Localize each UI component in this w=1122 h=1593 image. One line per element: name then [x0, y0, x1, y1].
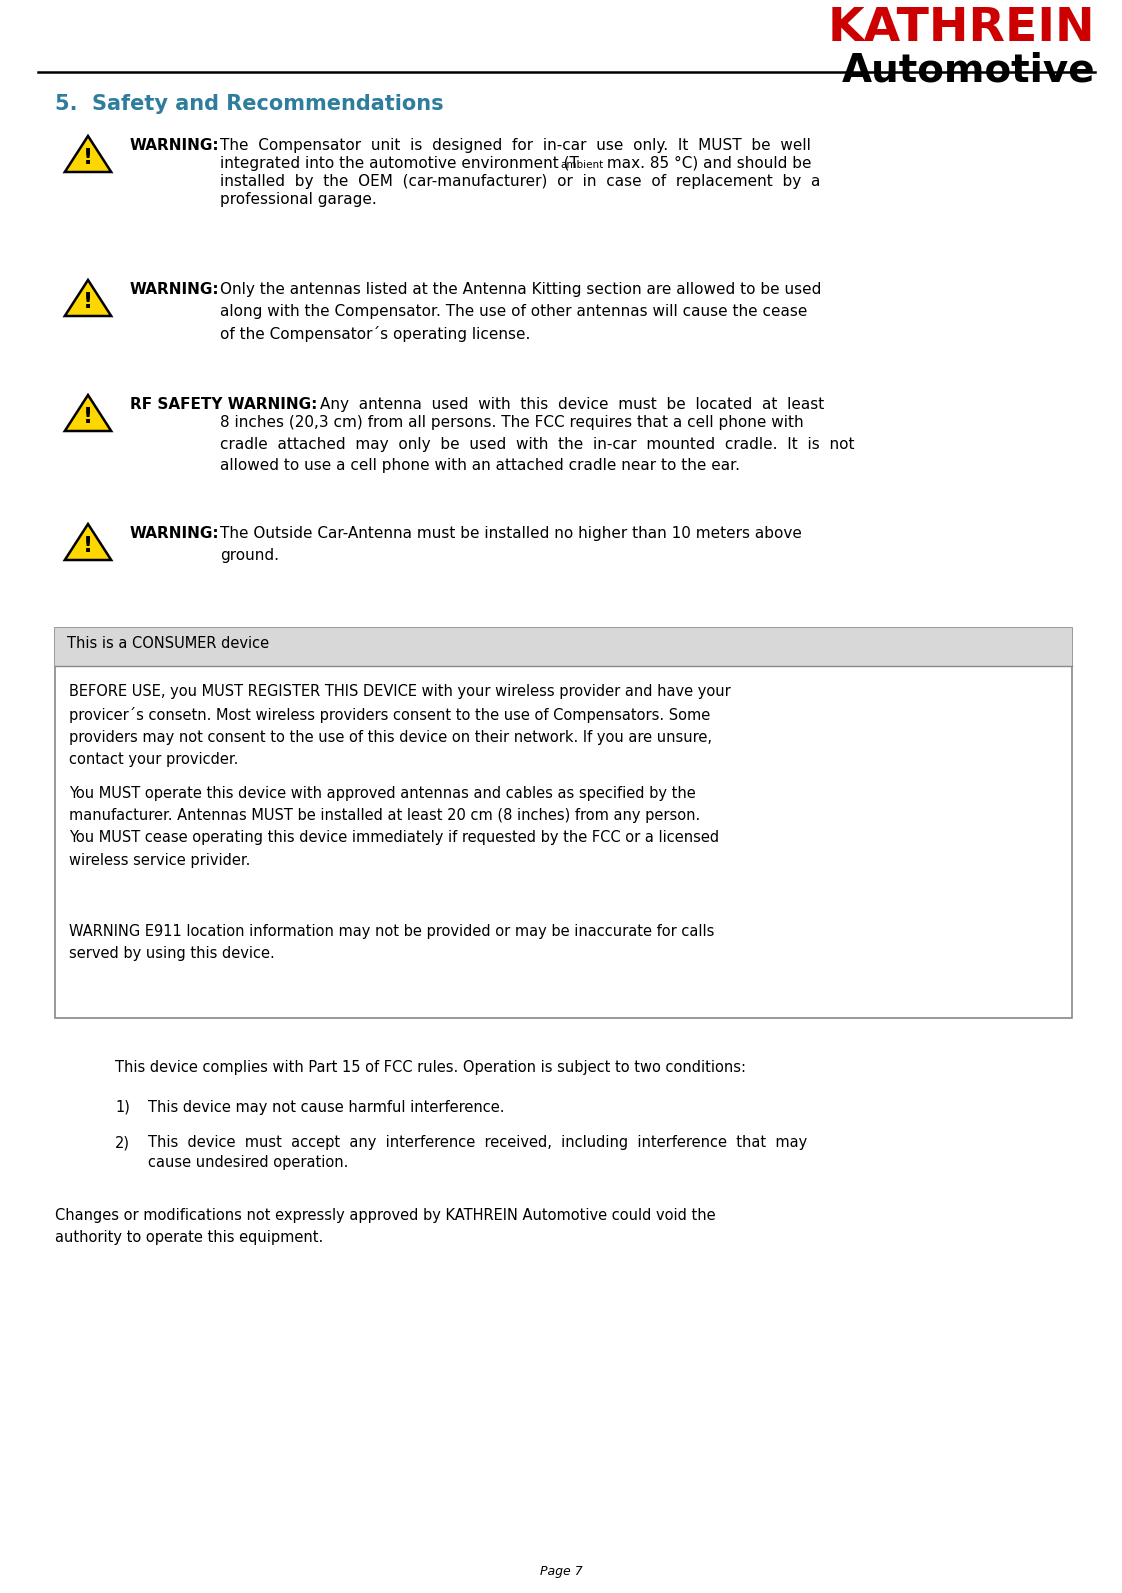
Text: !: ! [83, 537, 93, 556]
Text: 2): 2) [114, 1134, 130, 1150]
Text: You MUST operate this device with approved antennas and cables as specified by t: You MUST operate this device with approv… [68, 785, 719, 868]
Text: !: ! [83, 293, 93, 312]
Text: This device complies with Part 15 of FCC rules. Operation is subject to two cond: This device complies with Part 15 of FCC… [114, 1059, 746, 1075]
Text: Changes or modifications not expressly approved by KATHREIN Automotive could voi: Changes or modifications not expressly a… [55, 1207, 716, 1246]
Text: 1): 1) [114, 1101, 130, 1115]
Text: max. 85 °C) and should be: max. 85 °C) and should be [603, 156, 811, 170]
Text: integrated into the automotive environment (T: integrated into the automotive environme… [220, 156, 579, 170]
Text: WARNING:: WARNING: [130, 282, 220, 296]
Text: !: ! [83, 408, 93, 427]
Text: installed  by  the  OEM  (car-manufacturer)  or  in  case  of  replacement  by  : installed by the OEM (car-manufacturer) … [220, 174, 820, 190]
Text: The  Compensator  unit  is  designed  for  in-car  use  only.  It  MUST  be  wel: The Compensator unit is designed for in-… [220, 139, 811, 153]
Text: BEFORE USE, you MUST REGISTER THIS DEVICE with your wireless provider and have y: BEFORE USE, you MUST REGISTER THIS DEVIC… [68, 683, 730, 768]
Text: Only the antennas listed at the Antenna Kitting section are allowed to be used
a: Only the antennas listed at the Antenna … [220, 282, 821, 342]
Text: WARNING:: WARNING: [130, 139, 220, 153]
Text: KATHREIN: KATHREIN [827, 6, 1095, 51]
Text: cause undesired operation.: cause undesired operation. [148, 1155, 348, 1169]
Polygon shape [65, 135, 111, 172]
Polygon shape [65, 395, 111, 432]
Polygon shape [65, 524, 111, 561]
Text: Automotive: Automotive [842, 53, 1095, 89]
Text: This device may not cause harmful interference.: This device may not cause harmful interf… [148, 1101, 505, 1115]
Text: This is a CONSUMER device: This is a CONSUMER device [67, 636, 269, 652]
FancyBboxPatch shape [55, 628, 1072, 1018]
Text: Page 7: Page 7 [540, 1564, 582, 1579]
Polygon shape [65, 280, 111, 315]
Text: WARNING E911 location information may not be provided or may be inaccurate for c: WARNING E911 location information may no… [68, 924, 715, 961]
Text: WARNING:: WARNING: [130, 526, 220, 542]
Text: 8 inches (20,3 cm) from all persons. The FCC requires that a cell phone with
cra: 8 inches (20,3 cm) from all persons. The… [220, 416, 855, 473]
Text: 5.  Safety and Recommendations: 5. Safety and Recommendations [55, 94, 443, 115]
Text: ambient: ambient [560, 159, 604, 170]
Text: This  device  must  accept  any  interference  received,  including  interferenc: This device must accept any interference… [148, 1134, 807, 1150]
Text: RF SAFETY WARNING:: RF SAFETY WARNING: [130, 397, 318, 413]
FancyBboxPatch shape [55, 628, 1072, 666]
Text: Any  antenna  used  with  this  device  must  be  located  at  least: Any antenna used with this device must b… [320, 397, 825, 413]
Text: professional garage.: professional garage. [220, 193, 377, 207]
Text: !: ! [83, 148, 93, 169]
Text: The Outside Car-Antenna must be installed no higher than 10 meters above
ground.: The Outside Car-Antenna must be installe… [220, 526, 802, 562]
